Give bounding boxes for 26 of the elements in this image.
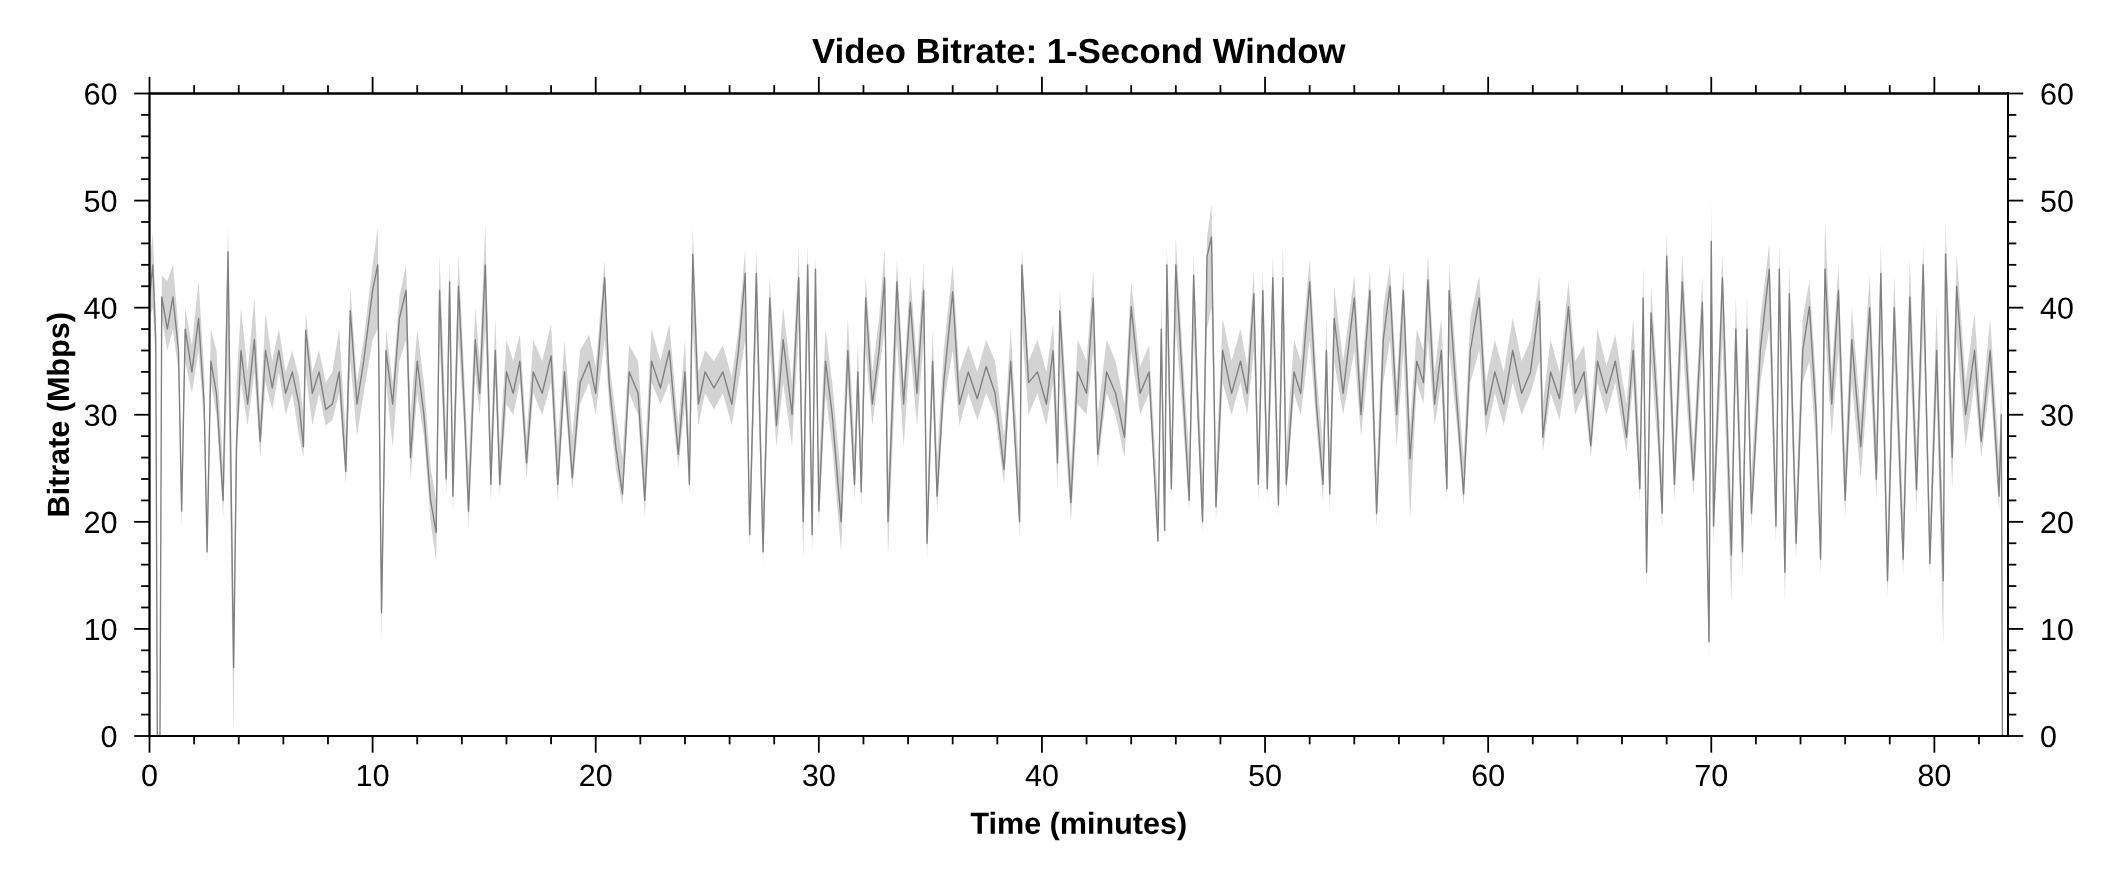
y-tick-label: 60	[85, 83, 117, 105]
y-tick-label: 10	[85, 618, 117, 641]
y-tick-label: 40	[84, 297, 117, 320]
y2-tick-label: 10	[2042, 618, 2073, 641]
x-tick-label: 80	[1918, 764, 1951, 787]
y2-tick-label: 40	[2040, 297, 2073, 320]
y2-tick-label: 20	[2041, 511, 2073, 534]
x-tick-label: 30	[803, 764, 835, 787]
x-tick-label: 60	[1472, 764, 1504, 787]
y2-tick-label: 30	[2041, 404, 2073, 427]
chart-title: Video Bitrate: 1-Second Window	[812, 37, 1346, 64]
x-axis-title: Time (minutes)	[970, 811, 1186, 841]
x-tick-label: 50	[1249, 764, 1281, 787]
y-tick-label: 50	[84, 190, 117, 212]
x-tick-label: 40	[1025, 764, 1058, 787]
y-tick-label: 0	[101, 725, 117, 748]
y-axis-title: Bitrate (Mbps)	[46, 313, 76, 516]
x-tick-label: 20	[580, 764, 612, 787]
x-tick-label: 10	[357, 764, 389, 787]
y2-tick-label: 0	[2041, 725, 2056, 748]
y-tick-label: 30	[84, 404, 117, 427]
x-tick-label: 70	[1695, 764, 1728, 787]
x-tick-label: 0	[142, 764, 157, 787]
y2-tick-label: 50	[2041, 190, 2073, 212]
y2-tick-label: 60	[2041, 83, 2073, 105]
y-tick-label: 20	[85, 511, 117, 534]
